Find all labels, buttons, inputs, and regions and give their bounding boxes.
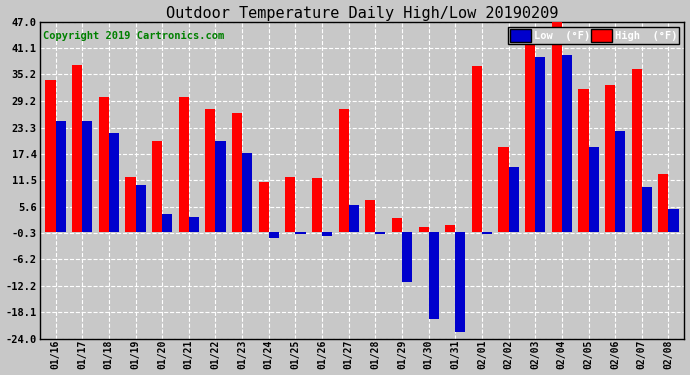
Bar bbox=[135, 185, 146, 231]
Bar bbox=[562, 55, 572, 231]
Bar bbox=[631, 69, 642, 231]
Bar bbox=[162, 214, 172, 231]
Bar bbox=[215, 141, 226, 231]
Text: Copyright 2019 Cartronics.com: Copyright 2019 Cartronics.com bbox=[43, 31, 224, 41]
Title: Outdoor Temperature Daily High/Low 20190209: Outdoor Temperature Daily High/Low 20190… bbox=[166, 6, 558, 21]
Bar bbox=[259, 182, 268, 231]
Bar bbox=[152, 141, 162, 231]
Bar bbox=[206, 109, 215, 231]
Bar bbox=[375, 231, 386, 234]
Bar bbox=[658, 174, 669, 231]
Bar bbox=[472, 66, 482, 231]
Bar bbox=[525, 32, 535, 231]
Bar bbox=[498, 147, 509, 231]
Bar bbox=[348, 205, 359, 231]
Bar bbox=[365, 200, 375, 231]
Bar bbox=[46, 80, 56, 231]
Bar bbox=[428, 231, 439, 319]
Bar bbox=[642, 187, 652, 231]
Bar bbox=[268, 231, 279, 238]
Bar bbox=[402, 231, 412, 282]
Bar bbox=[552, 20, 562, 231]
Bar bbox=[56, 121, 66, 231]
Bar bbox=[509, 167, 519, 231]
Bar bbox=[589, 147, 599, 231]
Bar bbox=[295, 231, 306, 234]
Bar bbox=[605, 85, 615, 231]
Bar bbox=[455, 231, 465, 332]
Bar bbox=[419, 227, 428, 231]
Bar bbox=[615, 131, 625, 231]
Bar bbox=[99, 97, 109, 231]
Bar bbox=[126, 177, 135, 231]
Bar bbox=[445, 225, 455, 231]
Bar bbox=[312, 178, 322, 231]
Bar bbox=[109, 133, 119, 231]
Bar bbox=[242, 153, 253, 231]
Bar bbox=[189, 217, 199, 231]
Bar bbox=[339, 109, 348, 231]
Bar bbox=[82, 121, 92, 231]
Bar bbox=[578, 88, 589, 231]
Bar bbox=[392, 218, 402, 231]
Bar bbox=[535, 57, 545, 231]
Bar bbox=[232, 113, 242, 231]
Bar bbox=[285, 177, 295, 231]
Bar bbox=[482, 231, 492, 234]
Bar bbox=[72, 64, 82, 231]
Legend: Low  (°F), High  (°F): Low (°F), High (°F) bbox=[509, 27, 679, 44]
Bar bbox=[322, 231, 332, 236]
Bar bbox=[179, 97, 189, 231]
Bar bbox=[669, 209, 678, 231]
